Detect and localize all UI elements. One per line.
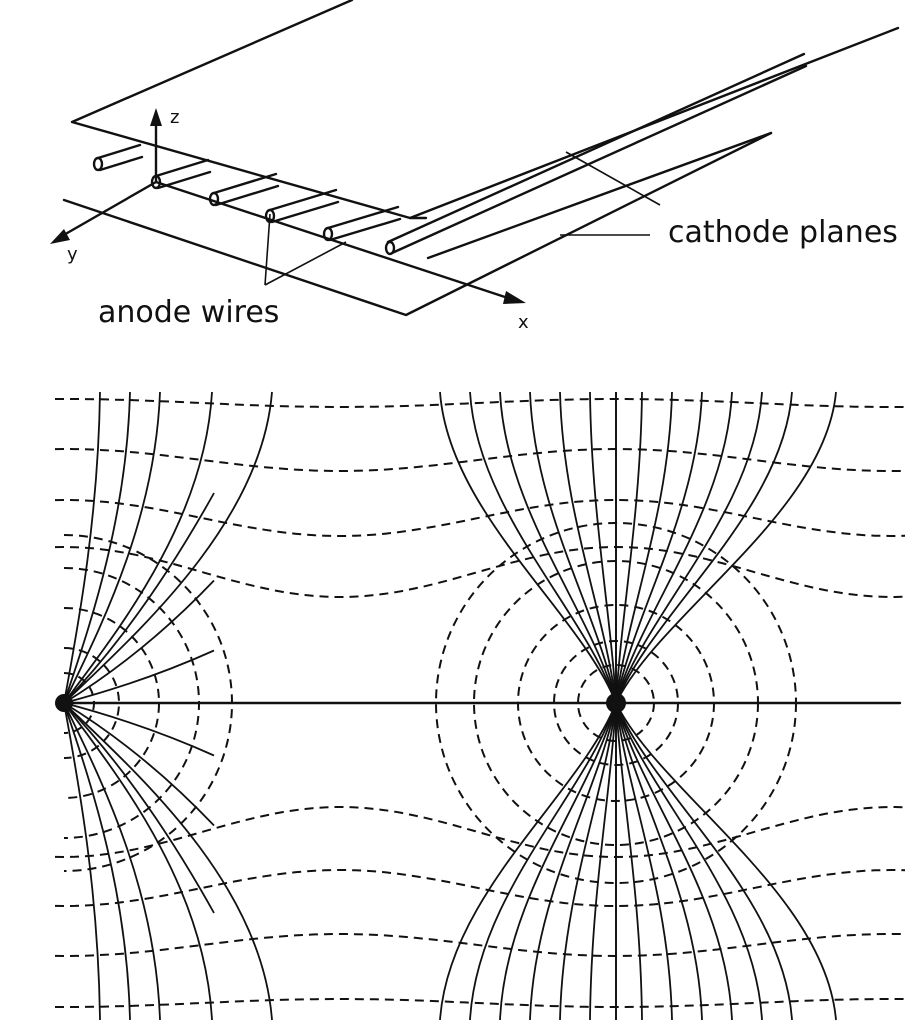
field-line bbox=[63, 702, 215, 827]
field-line bbox=[63, 391, 131, 704]
field-line bbox=[615, 391, 837, 704]
chamber-perspective-diagram: z y x cathode planes anode wires bbox=[50, 0, 900, 333]
field-line bbox=[63, 391, 101, 704]
field-line bbox=[63, 702, 215, 914]
field-line bbox=[589, 702, 617, 1021]
cathode-planes-label: cathode planes bbox=[668, 215, 898, 250]
field-line bbox=[63, 702, 161, 1021]
equipotential-line bbox=[54, 805, 906, 859]
field-line bbox=[615, 391, 733, 704]
anode-wire bbox=[384, 52, 808, 256]
field-line bbox=[615, 391, 793, 704]
field-line bbox=[615, 391, 673, 704]
anode-wire-center-cross-section bbox=[606, 693, 626, 713]
z-axis-label: z bbox=[170, 107, 179, 128]
field-line bbox=[529, 391, 617, 704]
field-line bbox=[63, 702, 101, 1021]
field-line bbox=[63, 702, 215, 757]
field-line bbox=[615, 702, 837, 1021]
field-line bbox=[469, 391, 617, 704]
field-line bbox=[615, 391, 643, 704]
anode-wire-left-cross-section bbox=[55, 694, 73, 712]
equipotential-line bbox=[54, 933, 906, 958]
field-line bbox=[615, 702, 763, 1021]
equipotential-line bbox=[54, 868, 906, 908]
anode-wire bbox=[92, 143, 144, 172]
field-line bbox=[499, 391, 617, 704]
field-line bbox=[615, 391, 703, 704]
equipotential-line bbox=[55, 998, 905, 1008]
field-line bbox=[63, 702, 273, 1021]
field-line bbox=[439, 702, 617, 1021]
field-line bbox=[63, 579, 215, 704]
field-lines bbox=[63, 391, 837, 1021]
field-line bbox=[63, 391, 213, 704]
field-line bbox=[63, 702, 213, 1021]
label-leader-lines bbox=[264, 151, 661, 286]
field-line bbox=[63, 391, 273, 704]
anode-wire-array bbox=[92, 52, 808, 256]
field-line bbox=[63, 492, 215, 704]
field-line bbox=[589, 391, 617, 704]
field-line bbox=[63, 702, 131, 1021]
field-line bbox=[615, 702, 793, 1021]
field-line bbox=[499, 702, 617, 1021]
coordinate-axes bbox=[50, 108, 526, 304]
anode-wire bbox=[322, 205, 402, 242]
anode-wires-label: anode wires bbox=[98, 295, 279, 330]
field-line bbox=[615, 702, 643, 1021]
field-line bbox=[469, 702, 617, 1021]
x-axis-label: x bbox=[518, 312, 529, 333]
field-line bbox=[559, 702, 617, 1021]
lower-cathode-plane bbox=[62, 131, 773, 317]
equipotential-line bbox=[54, 545, 906, 599]
field-line bbox=[615, 391, 763, 704]
equipotential-line bbox=[54, 498, 906, 538]
field-line bbox=[615, 702, 673, 1021]
field-line bbox=[615, 702, 703, 1021]
field-line bbox=[63, 391, 161, 704]
anode-wire bbox=[264, 188, 340, 224]
field-line bbox=[559, 391, 617, 704]
field-line bbox=[439, 391, 617, 704]
field-line bbox=[529, 702, 617, 1021]
field-line bbox=[615, 702, 733, 1021]
field-line bbox=[63, 649, 215, 704]
equipotential-line bbox=[55, 398, 905, 408]
equipotential-line bbox=[54, 447, 906, 472]
y-axis-label: y bbox=[67, 244, 78, 265]
